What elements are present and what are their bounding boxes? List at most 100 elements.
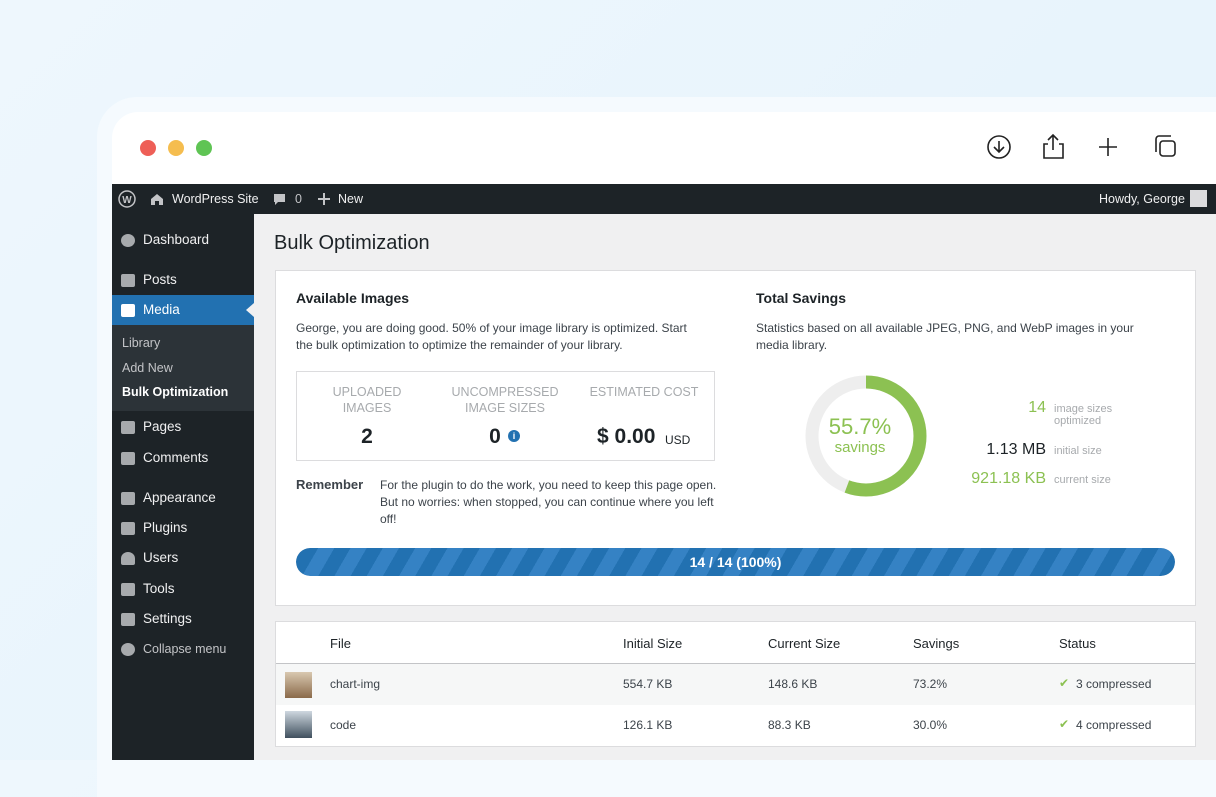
svg-text:W: W xyxy=(122,195,132,206)
column-header: Savings xyxy=(913,636,960,651)
cell: 73.2% xyxy=(913,677,948,691)
description: Statistics based on all available JPEG, … xyxy=(756,321,1134,352)
avatar xyxy=(1190,190,1207,207)
cell: chart-img xyxy=(330,677,381,691)
stat-value: 2 xyxy=(361,425,373,448)
icon xyxy=(121,234,135,247)
menu-item[interactable]: Posts xyxy=(143,272,177,287)
greeting[interactable]: Howdy, George xyxy=(1099,192,1185,206)
icon xyxy=(121,522,135,535)
icon xyxy=(121,552,135,565)
cell: 4 compressed xyxy=(1076,718,1152,732)
menu-item[interactable]: Pages xyxy=(143,419,182,434)
page-title: Bulk Optimization xyxy=(274,232,430,254)
cell: code xyxy=(330,718,357,732)
table-row: code 126.1 KB 88.3 KB 30.0% ✔ 4 compress… xyxy=(276,705,1195,746)
stat-value: 0 xyxy=(489,425,501,448)
icon xyxy=(121,452,135,465)
submenu-item[interactable]: Add New xyxy=(122,361,173,375)
cell: 30.0% xyxy=(913,718,948,732)
browser-toolbar xyxy=(987,133,1176,159)
stat-value: $ 0.00 xyxy=(597,425,656,448)
cell: 3 compressed xyxy=(1076,677,1152,691)
column-header: Initial Size xyxy=(623,636,683,651)
fact-value: 921.18 KB xyxy=(971,470,1046,487)
cell: 126.1 KB xyxy=(623,718,673,732)
icon xyxy=(121,421,135,434)
heading: Total Savings xyxy=(756,290,846,306)
fact-label: current size xyxy=(1054,474,1111,486)
admin-bar: W WordPress Site 0 New Howdy, George xyxy=(112,184,1216,214)
check-icon: ✔ xyxy=(1059,717,1070,731)
submenu xyxy=(112,325,254,411)
site-link[interactable]: WordPress Site xyxy=(172,192,259,206)
tabs-icon[interactable] xyxy=(1155,135,1176,157)
summary-card: Available Images George, you are doing g… xyxy=(275,270,1196,606)
stat-label: ESTIMATED COST xyxy=(589,385,699,399)
home-icon xyxy=(151,194,163,205)
menu-item[interactable]: Users xyxy=(143,550,179,565)
menu-item[interactable]: Appearance xyxy=(143,490,216,505)
menu-item[interactable]: Media xyxy=(143,302,180,317)
close-button[interactable] xyxy=(140,140,156,156)
collapse-menu[interactable]: Collapse menu xyxy=(143,642,227,656)
column-header: File xyxy=(330,636,351,651)
plus-icon xyxy=(318,193,330,205)
zoom-button[interactable] xyxy=(196,140,212,156)
comment-count[interactable]: 0 xyxy=(295,192,302,206)
fact-value: 1.13 MB xyxy=(986,441,1046,458)
submenu-item[interactable]: Library xyxy=(122,336,161,350)
column-header: Current Size xyxy=(768,636,841,651)
donut: 55.7% savings xyxy=(805,375,927,497)
description: George, you are doing good. 50% of your … xyxy=(296,321,687,352)
new-link[interactable]: New xyxy=(338,192,364,206)
thumbnail xyxy=(285,672,312,698)
stat-unit: USD xyxy=(665,433,691,447)
table-row: chart-img 554.7 KB 148.6 KB 73.2% ✔ 3 co… xyxy=(276,663,1195,705)
cell: 88.3 KB xyxy=(768,718,811,732)
minimize-button[interactable] xyxy=(168,140,184,156)
stat-label: UPLOADED IMAGES xyxy=(332,385,402,415)
active-item xyxy=(112,295,254,325)
icon xyxy=(121,643,135,656)
active-arrow xyxy=(246,303,254,317)
donut-caption: savings xyxy=(835,439,886,456)
progress-track: 14 / 14 (100%) xyxy=(296,548,1175,576)
menu-item[interactable]: Comments xyxy=(143,450,209,465)
comment-icon xyxy=(274,194,285,205)
fact-label: initial size xyxy=(1054,445,1102,457)
check-icon: ✔ xyxy=(1059,676,1070,690)
menu-item[interactable]: Dashboard xyxy=(143,232,210,247)
results-table: File Initial Size Current Size Savings S… xyxy=(275,621,1196,747)
menu-item[interactable]: Tools xyxy=(143,581,175,596)
admin-menu: Dashboard Posts Media Library Add New Bu… xyxy=(112,214,254,760)
menu-item[interactable]: Settings xyxy=(143,611,192,626)
icon xyxy=(121,492,135,505)
heading: Available Images xyxy=(296,290,410,306)
icon xyxy=(121,613,135,626)
cell: 554.7 KB xyxy=(623,677,673,691)
icon xyxy=(121,583,135,596)
content: Bulk Optimization Available Images Georg… xyxy=(254,214,1216,760)
remember-text: For the plugin to do the work, you need … xyxy=(380,478,717,526)
wp-logo[interactable]: W xyxy=(118,190,136,208)
menu-item[interactable]: Plugins xyxy=(143,520,188,535)
icon xyxy=(121,274,135,287)
fact-label: image sizes optimized xyxy=(1054,403,1113,427)
icon xyxy=(121,304,135,317)
new-tab-icon[interactable] xyxy=(1099,138,1117,156)
progress-bar xyxy=(296,548,1175,576)
share-icon[interactable] xyxy=(1043,133,1064,159)
column-header: Status xyxy=(1059,636,1096,651)
stats-box: UPLOADED IMAGES 2 UNCOMPRESSED IMAGE SIZ… xyxy=(296,371,715,461)
cell: 148.6 KB xyxy=(768,677,818,691)
page: {"admin_bar":{"site":"WordPress Site","c… xyxy=(0,0,1216,760)
progress-label: 14 / 14 (100%) xyxy=(689,554,782,570)
remember-label: Remember xyxy=(296,477,364,492)
stat-label: UNCOMPRESSED IMAGE SIZES xyxy=(451,385,559,415)
info-icon[interactable]: i xyxy=(508,430,520,442)
submenu-item[interactable]: Bulk Optimization xyxy=(122,385,229,399)
download-icon[interactable] xyxy=(987,135,1011,159)
thumbnail xyxy=(285,711,312,738)
donut-label: 55.7% xyxy=(829,414,891,439)
